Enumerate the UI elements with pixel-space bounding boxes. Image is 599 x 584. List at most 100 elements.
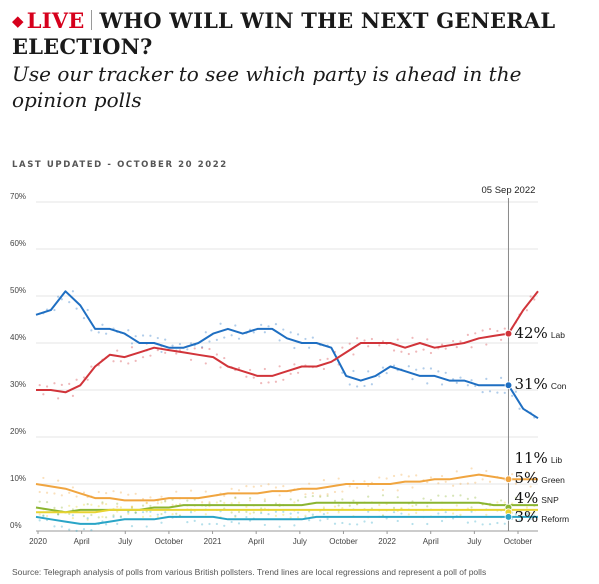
- poll-dot: [248, 368, 252, 372]
- marker-dot-reform: [504, 513, 513, 521]
- poll-dot: [525, 309, 529, 312]
- poll-dot: [429, 367, 433, 370]
- end-label-value-lib: 11%: [514, 449, 547, 467]
- poll-dot: [97, 490, 100, 494]
- poll-dot: [437, 494, 440, 497]
- poll-dot: [134, 511, 137, 514]
- poll-dot: [75, 307, 78, 310]
- poll-dot: [426, 382, 429, 385]
- poll-dot: [263, 500, 266, 503]
- poll-dot: [134, 511, 137, 514]
- poll-dot: [444, 347, 447, 350]
- poll-dot: [248, 512, 252, 515]
- poll-dot: [186, 521, 189, 524]
- poll-dot: [171, 512, 174, 516]
- page-title: WHO WILL WIN THE NEXT GENERAL ELECTION?: [12, 8, 556, 59]
- poll-dot: [499, 338, 503, 341]
- poll-dot: [175, 490, 178, 493]
- poll-dot: [237, 522, 241, 525]
- poll-dot: [186, 499, 189, 502]
- poll-dot: [267, 513, 270, 516]
- poll-dot: [260, 484, 263, 488]
- end-label-name-snp: SNP: [541, 495, 559, 505]
- poll-dot: [352, 499, 355, 502]
- poll-dot: [319, 358, 322, 362]
- poll-dot: [514, 512, 517, 516]
- poll-dot: [311, 336, 314, 339]
- poll-dot: [352, 369, 355, 373]
- poll-dot: [363, 520, 366, 523]
- marker-dot-con: [504, 381, 513, 390]
- poll-dot: [145, 501, 148, 504]
- x-tick-label: 2022: [378, 537, 396, 546]
- poll-dot: [488, 480, 492, 483]
- poll-dot: [529, 511, 532, 515]
- poll-dot: [370, 521, 373, 524]
- poll-dot: [193, 347, 196, 350]
- poll-dot: [53, 308, 56, 312]
- poll-dot: [53, 492, 56, 495]
- poll-dot: [234, 496, 237, 499]
- poll-dot: [130, 342, 134, 345]
- poll-dot: [215, 522, 218, 526]
- poll-dot: [282, 513, 285, 516]
- poll-dot: [415, 368, 418, 371]
- poll-dot: [367, 345, 370, 348]
- poll-dot: [400, 512, 403, 515]
- poll-dot: [248, 496, 252, 500]
- poll-dot: [57, 513, 60, 516]
- poll-dot: [488, 327, 492, 331]
- poll-dot: [322, 506, 326, 509]
- end-label-name-reform: Reform: [541, 514, 569, 524]
- poll-dot: [141, 334, 145, 337]
- poll-dot: [474, 332, 477, 335]
- poll-dot: [149, 504, 152, 508]
- poll-dot: [219, 322, 222, 325]
- poll-dot: [171, 503, 174, 506]
- poll-dot: [437, 482, 440, 485]
- poll-dot: [145, 525, 148, 528]
- poll-dot: [289, 331, 292, 334]
- poll-dot: [459, 376, 462, 379]
- poll-dot: [208, 347, 211, 351]
- poll-dot: [411, 522, 414, 526]
- poll-dot: [97, 505, 100, 508]
- poll-dot: [296, 516, 300, 519]
- poll-dot: [322, 479, 326, 482]
- poll-dot: [352, 353, 355, 356]
- x-tick-label: October: [504, 537, 533, 546]
- poll-dot: [356, 523, 359, 526]
- poll-dot: [348, 504, 351, 507]
- poll-dot: [119, 515, 122, 518]
- poll-dot: [105, 516, 108, 519]
- poll-dot: [219, 499, 222, 503]
- poll-dot: [341, 490, 344, 493]
- poll-dot: [53, 525, 56, 528]
- poll-dot: [440, 343, 444, 346]
- end-label-value-green: 5%: [514, 469, 538, 487]
- poll-dot: [274, 514, 278, 517]
- poll-dot: [134, 359, 137, 363]
- live-label: LIVE: [26, 8, 85, 33]
- poll-dot: [189, 489, 193, 492]
- poll-tracker-chart[interactable]: 0% 10% 20% 30% 40% 50% 60% 70% 2020 April July Octo…: [0, 180, 599, 565]
- poll-dot: [237, 489, 241, 492]
- poll-dot: [234, 496, 237, 500]
- poll-dot: [260, 323, 263, 326]
- poll-dot: [164, 338, 167, 341]
- poll-dot: [356, 337, 359, 340]
- poll-dot: [42, 514, 45, 517]
- poll-dot: [42, 476, 45, 480]
- poll-dot: [112, 490, 115, 493]
- poll-dot: [481, 391, 484, 394]
- poll-dot: [189, 342, 193, 345]
- poll-dot: [57, 513, 60, 516]
- poll-dot: [514, 390, 517, 393]
- poll-dot: [341, 346, 344, 349]
- poll-dot: [68, 528, 71, 531]
- poll-dot: [356, 385, 359, 388]
- poll-dot: [378, 476, 381, 479]
- poll-dot: [503, 391, 506, 394]
- poll-dot: [116, 522, 119, 525]
- poll-dot: [245, 485, 248, 488]
